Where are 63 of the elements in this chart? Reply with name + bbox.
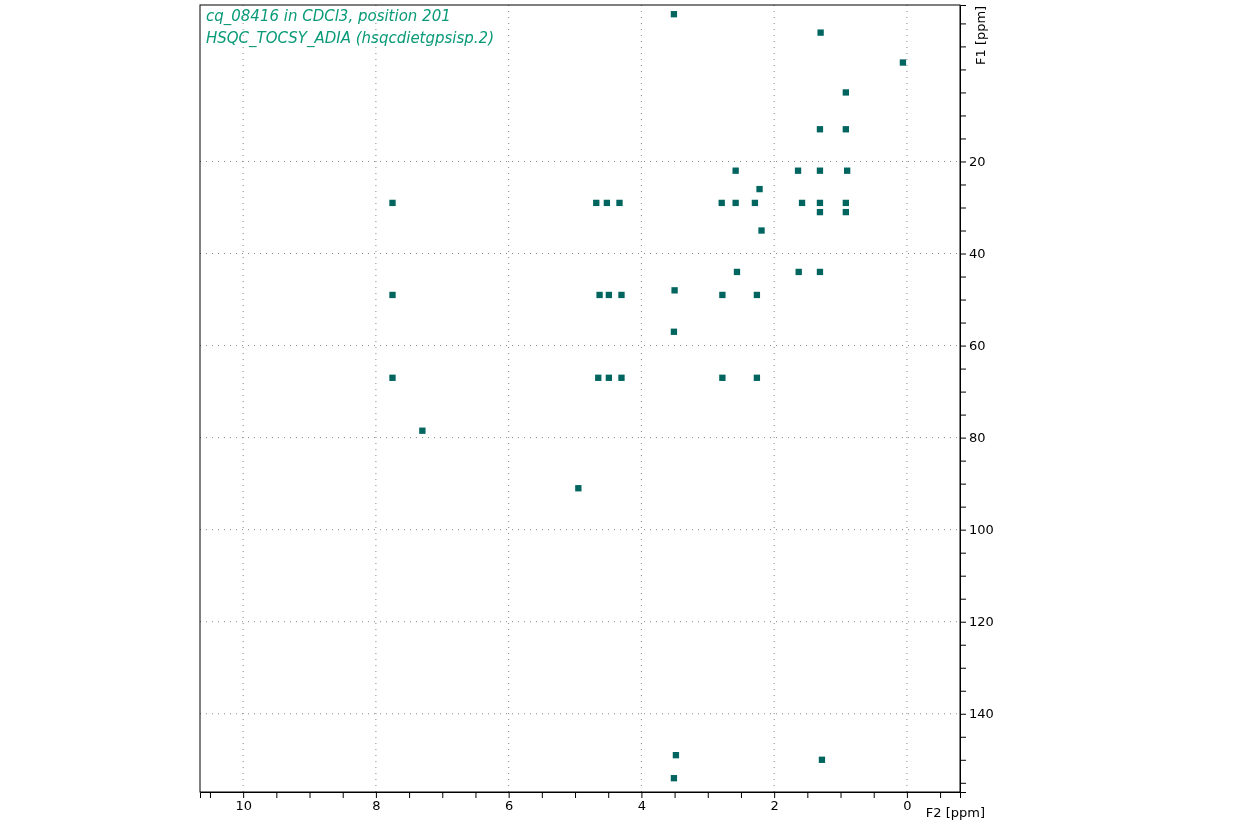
point (816, 126, 824, 133)
point (389, 374, 396, 381)
point (605, 291, 613, 299)
y-tick-label: 80 (969, 430, 986, 446)
point (753, 374, 761, 381)
point (751, 199, 759, 207)
y-tick-label: 120 (969, 614, 994, 630)
point (732, 167, 739, 174)
point (419, 427, 426, 434)
point (389, 199, 396, 207)
y-tick-label: 20 (969, 154, 986, 170)
point (671, 287, 678, 294)
point (842, 208, 849, 216)
chart-title: cq_08416 in CDCl3, position 201 (206, 7, 451, 26)
x-tick-label: 8 (372, 798, 381, 814)
point (605, 374, 613, 381)
x-tick-label: 0 (903, 798, 912, 814)
y-axis-title: F1 [ppm] (973, 5, 988, 65)
point (844, 167, 851, 174)
point (719, 374, 726, 381)
point (672, 752, 680, 759)
y-tick-label: 40 (969, 246, 986, 262)
point (603, 199, 611, 207)
y-tick-label: 60 (969, 338, 986, 354)
point (719, 291, 726, 299)
point (616, 199, 623, 207)
point (718, 199, 725, 207)
point (595, 374, 602, 381)
y-tick-label: 100 (969, 522, 994, 538)
point (758, 227, 765, 234)
point (818, 756, 826, 763)
point (798, 199, 806, 207)
point (899, 59, 907, 66)
point (795, 268, 802, 276)
point (753, 291, 761, 299)
point (816, 208, 824, 216)
point (794, 167, 802, 174)
point (816, 167, 824, 174)
point (618, 291, 625, 299)
point (756, 185, 763, 193)
point (842, 126, 849, 133)
y-tick-label: 140 (969, 706, 994, 722)
point (842, 89, 849, 96)
x-tick-label: 10 (235, 798, 252, 814)
point (670, 775, 678, 782)
point (618, 374, 625, 381)
x-axis-title: F2 [ppm] (925, 805, 985, 820)
point (817, 29, 824, 36)
point (670, 328, 678, 335)
point (732, 199, 739, 207)
point (816, 268, 824, 276)
point (733, 268, 741, 276)
point (575, 485, 582, 492)
text: HSQC_TOCSY_ADIA (hsqcdietgpsisp.2) (206, 29, 495, 48)
x-tick-label: 2 (770, 798, 779, 814)
point (596, 291, 603, 299)
point (816, 199, 824, 207)
point (842, 199, 849, 207)
point (389, 291, 396, 299)
point (670, 11, 678, 18)
x-tick-label: 6 (505, 798, 514, 814)
point (593, 199, 600, 207)
x-tick-label: 4 (637, 798, 647, 814)
